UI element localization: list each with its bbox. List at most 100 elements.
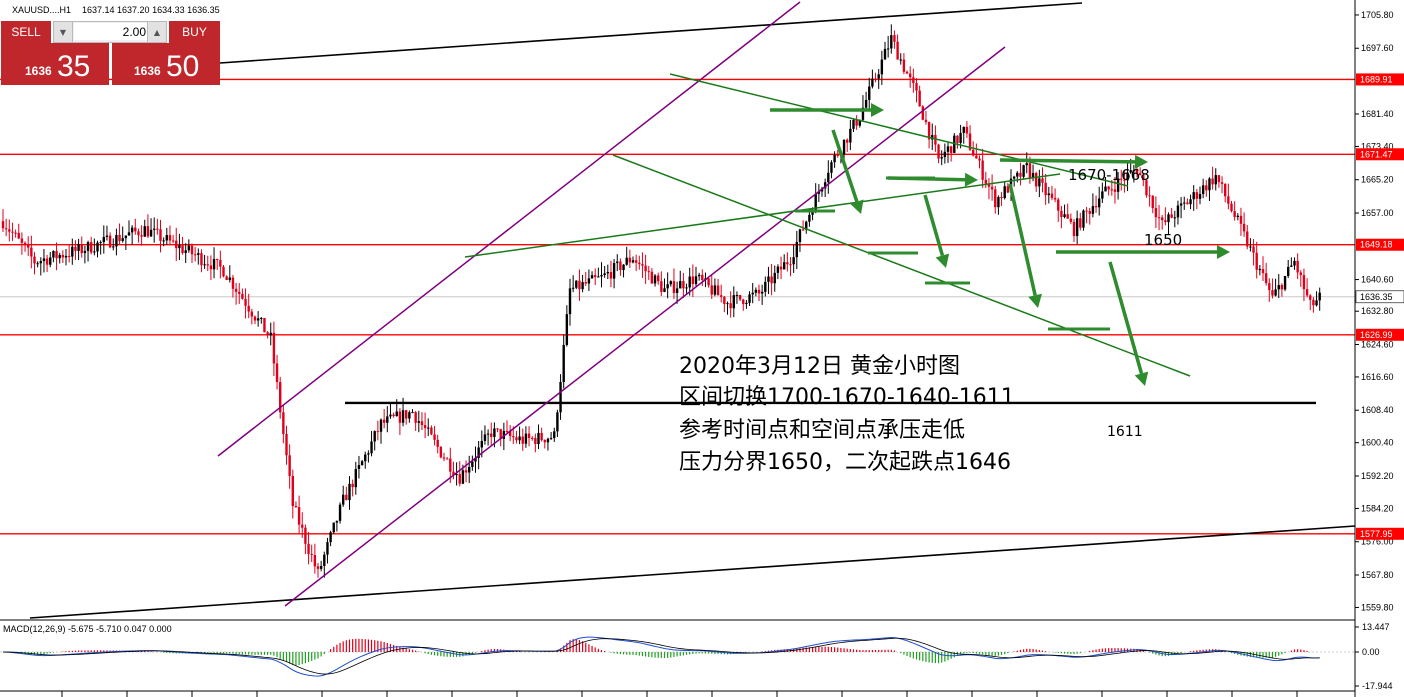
candle-body (49, 257, 52, 265)
candle-body (902, 59, 906, 72)
candles (1, 24, 1321, 578)
label-1611: 1611 (1107, 424, 1143, 440)
candle-body (1075, 218, 1079, 237)
candle-body (86, 242, 90, 251)
decrease-lot-icon[interactable]: ▼ (54, 22, 73, 42)
price-label: 1671.47 (1360, 149, 1393, 159)
candle-body (861, 107, 865, 120)
candle-body (890, 35, 893, 49)
green-rising-line (464, 173, 1061, 258)
candle-body (997, 197, 1000, 208)
candle-body (130, 227, 134, 233)
candle-body (316, 566, 320, 569)
buy-price-tile[interactable]: 1636 50 (112, 43, 220, 85)
price-label-bg (1355, 290, 1404, 304)
purple-channel-lower-line (284, 46, 1006, 607)
candle-body (279, 382, 282, 413)
candle-body (682, 281, 685, 289)
candle-body (984, 179, 987, 184)
candle-body (417, 421, 420, 423)
candle-body (575, 280, 578, 288)
label-1650: 1650 (1144, 231, 1182, 249)
sell-price-tile[interactable]: 1636 35 (1, 43, 109, 85)
sell-price-prefix: 1636 (25, 64, 52, 78)
candle-body (864, 99, 868, 108)
candle-body (74, 246, 77, 251)
candle-body (486, 433, 490, 435)
price-tick-label: 1616.60 (1361, 372, 1394, 382)
candle-body (490, 433, 493, 437)
candle-body (1091, 206, 1095, 214)
candle-body (1179, 203, 1183, 206)
sell-button[interactable]: SELL (1, 21, 51, 43)
candle-body (455, 474, 458, 476)
candle-body (852, 119, 855, 129)
price-label: 1649.18 (1360, 240, 1393, 250)
annotation-line-1: 2020年3月12日 黄金小时图 (679, 354, 960, 379)
candle-body (1214, 175, 1217, 185)
buy-button[interactable]: BUY (169, 21, 220, 43)
candle-body (553, 431, 556, 438)
candle-body (11, 231, 14, 233)
lot-size-input[interactable] (74, 23, 148, 40)
candle-body (373, 431, 376, 442)
candle-body (779, 266, 783, 270)
candle-body (291, 475, 294, 507)
candle-body (1113, 189, 1117, 192)
candle-body (978, 158, 981, 161)
candle-body (212, 259, 216, 270)
candle-body (1224, 183, 1227, 197)
candle-body (1053, 197, 1057, 200)
arrow-head (1134, 371, 1149, 386)
candle-body (660, 281, 663, 292)
candle-body (1063, 214, 1066, 218)
candle-body (1012, 176, 1016, 179)
candle-body (1233, 211, 1236, 217)
candle-body (814, 193, 817, 213)
candle-body (559, 382, 562, 413)
candle-body (1098, 198, 1101, 208)
candle-body (105, 235, 109, 237)
price-label-bg (1356, 238, 1404, 251)
candle-body (58, 254, 61, 259)
candle-body (1287, 266, 1290, 277)
candle-body (301, 524, 304, 528)
candle-body (345, 494, 348, 501)
lot-size-stepper[interactable]: ▼ ▲ (53, 21, 167, 43)
candle-body (238, 291, 241, 294)
candle-body (710, 285, 713, 295)
arrow-head (850, 199, 864, 214)
candle-body (1277, 284, 1280, 290)
candle-body (282, 412, 285, 434)
candle-body (1082, 210, 1085, 228)
candle-body (953, 135, 956, 153)
candle-body (962, 126, 965, 133)
candle-body (1142, 175, 1145, 181)
candle-body (1126, 172, 1129, 181)
candle-body (1186, 202, 1189, 205)
buy-price-pips: 50 (166, 50, 200, 83)
candle-body (581, 282, 584, 290)
candle-body (896, 41, 899, 60)
candle-body (764, 281, 767, 292)
candle-body (893, 35, 896, 42)
candle-body (323, 554, 326, 566)
candle-body (546, 438, 550, 443)
candle-body (1173, 217, 1176, 219)
candle-body (742, 299, 745, 305)
candle-body (1261, 269, 1265, 274)
candle-body (729, 303, 732, 309)
candle-body (1268, 283, 1271, 291)
candle-body (108, 235, 112, 248)
candle-body (1258, 269, 1262, 271)
candle-body (1066, 214, 1069, 219)
increase-lot-icon[interactable]: ▲ (147, 22, 166, 42)
candle-body (940, 157, 943, 159)
candle-body (767, 276, 770, 282)
candle-body (521, 436, 524, 444)
candle-body (367, 453, 370, 455)
price-label: 1689.91 (1360, 74, 1393, 84)
green-descending-support-line (612, 154, 1191, 377)
